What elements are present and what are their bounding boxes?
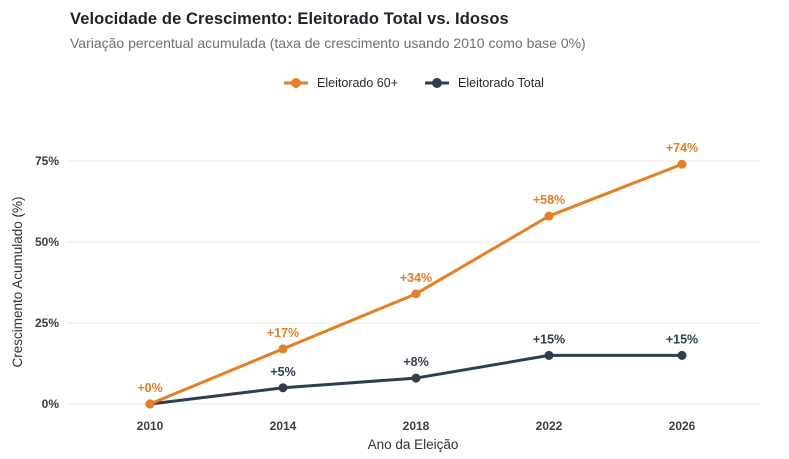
x-tick-label: 2010	[137, 419, 164, 433]
point-label: +15%	[666, 332, 698, 346]
legend-marker-icon	[284, 78, 309, 88]
data-point	[544, 350, 554, 360]
data-point	[145, 399, 155, 409]
point-label: +15%	[533, 332, 565, 346]
y-tick-label: 25%	[35, 316, 59, 330]
data-point	[677, 350, 687, 360]
x-tick-label: 2022	[536, 419, 563, 433]
legend-marker-icon	[425, 78, 450, 88]
point-label: +74%	[666, 141, 698, 155]
x-tick-label: 2018	[403, 419, 430, 433]
legend-label: Eleitorado Total	[458, 76, 544, 90]
point-label: +58%	[533, 193, 565, 207]
y-axis-title: Crescimento Acumulado (%)	[10, 196, 25, 367]
data-point	[278, 383, 288, 393]
data-point	[411, 373, 421, 383]
y-tick-label: 75%	[35, 154, 59, 168]
point-label: +34%	[400, 271, 432, 285]
data-point	[411, 289, 421, 299]
chart-title: Velocidade de Crescimento: Eleitorado To…	[70, 10, 509, 28]
y-tick-label: 50%	[35, 235, 59, 249]
data-point	[278, 344, 288, 354]
data-point	[677, 159, 687, 169]
point-label: +17%	[267, 326, 299, 340]
x-axis-title: Ano da Eleição	[368, 437, 459, 452]
x-tick-label: 2014	[270, 419, 297, 433]
point-label: +0%	[137, 381, 162, 395]
point-label: +8%	[403, 355, 428, 369]
legend-label: Eleitorado 60+	[317, 76, 399, 90]
chart-legend: Eleitorado 60+ Eleitorado Total	[67, 76, 760, 90]
legend-item-0[interactable]: Eleitorado 60+	[283, 76, 398, 90]
y-tick-label: 0%	[42, 397, 60, 411]
x-tick-label: 2026	[669, 419, 696, 433]
point-label: +5%	[270, 365, 295, 379]
data-point	[544, 211, 554, 221]
legend-item-1[interactable]: Eleitorado Total	[424, 76, 544, 90]
chart-subtitle: Variação percentual acumulada (taxa de c…	[70, 35, 586, 51]
